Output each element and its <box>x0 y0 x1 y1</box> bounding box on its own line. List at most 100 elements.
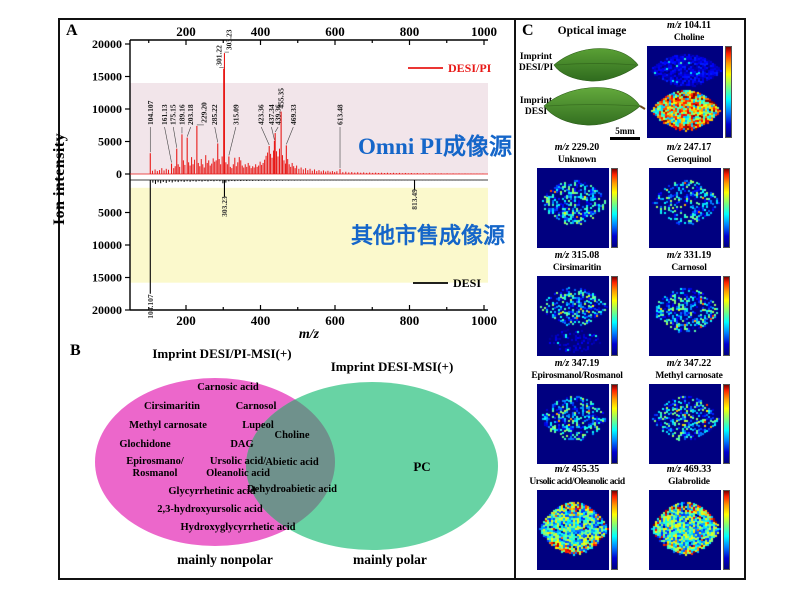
colorbar <box>722 276 730 356</box>
venn-diagram: Carnosic acid Cirsimaritin Carnosol Methyl … <box>95 378 498 550</box>
ms-image <box>648 490 721 570</box>
venn-item-left: Lupeol <box>242 420 274 431</box>
peak-label-leader <box>214 126 219 143</box>
mz-italic: m/z <box>554 358 570 369</box>
panel-b-label: B <box>70 342 81 359</box>
ms-compound-name: Cirsimaritin <box>552 263 602 273</box>
venn-left-title: Imprint DESI/PI-MSI(+) <box>152 346 292 361</box>
venn-overlap <box>246 382 335 546</box>
ms-cell: m/z 247.17 Geroquinol <box>634 142 744 248</box>
peak-label: 439.36 <box>274 104 283 125</box>
venn-item-left: Epirosmano/ <box>126 456 185 467</box>
peak-label-leader <box>260 126 270 146</box>
x-tick-label: 200 <box>176 313 196 328</box>
venn-item-left: Hydroxyglycyrrhetic acid <box>181 522 296 533</box>
x-tick-label: 600 <box>325 313 345 328</box>
y-tick-label: 5000 <box>98 206 122 220</box>
peak-label: 613.48 <box>336 104 345 125</box>
colorbar <box>722 490 730 570</box>
venn-item-left: 2,3-hydroxyursolic acid <box>157 504 263 515</box>
venn-item-left: Methyl carnosate <box>129 420 207 431</box>
optical-leaf-desi <box>543 87 646 126</box>
x-tick-label: 800 <box>400 313 420 328</box>
mz-italic: m/z <box>554 464 570 475</box>
scale-bar-label: 5mm <box>615 126 635 136</box>
band-desi <box>130 187 488 283</box>
scale-bar <box>610 137 640 140</box>
ms-compound-name: Choline <box>673 33 705 43</box>
venn-item-left: DAG <box>230 439 253 450</box>
ms-mz-title: m/z 347.22 <box>666 358 712 369</box>
ms-compound-name: Carnosol <box>671 263 707 273</box>
colorbar <box>610 384 618 464</box>
panel-a-plot: 200 200 400 400 600 600 800 800 1000 1000 20000 150… <box>92 24 512 342</box>
ms-mz-title: m/z 315.08 <box>554 250 600 261</box>
venn-right-title: Imprint DESI-MSI(+) <box>330 359 454 374</box>
y-tick-label: 20000 <box>92 37 122 51</box>
ms-cell: m/z 455.35 Ursolic acid/Oleanolic acid <box>522 464 632 570</box>
y-tick-label: 5000 <box>98 135 122 149</box>
ms-compound-name: Geroquinol <box>666 155 712 165</box>
panel-c: C Optical image Imprint DESI/PI Imprint DE… <box>516 20 744 578</box>
peak-label: 423.36 <box>257 104 266 125</box>
ms-cell: m/z 469.33 Glabrolide <box>634 464 744 570</box>
peak-label-leader <box>271 126 275 140</box>
y-tick-label: 10000 <box>92 102 122 116</box>
x-tick-label: 1000 <box>471 24 497 39</box>
mz-italic: m/z <box>554 250 570 261</box>
x-tick-label: 1000 <box>471 313 497 328</box>
panel-divider <box>514 20 516 578</box>
ms-cell-choline: m/z 104.11 Choline <box>634 20 744 138</box>
peak-label: 285.22 <box>210 104 219 125</box>
ms-image <box>648 384 721 464</box>
legend-desi: DESI <box>453 276 481 290</box>
ms-image <box>646 46 723 138</box>
peak-label: 437.34 <box>267 104 276 125</box>
venn-item-left: Glycyrrhetinic acid <box>168 486 255 497</box>
peak-label-leader <box>228 126 237 156</box>
peak-label: 455.35 <box>277 88 286 109</box>
mz-italic: m/z <box>666 464 682 475</box>
x-tick-label: 800 <box>400 24 420 39</box>
mz-italic: m/z <box>554 142 570 153</box>
peak-label-leader <box>186 126 191 137</box>
ms-image <box>648 168 721 248</box>
venn-item-overlap: Dehydroabietic acid <box>247 484 337 495</box>
x-tick-label: 400 <box>251 24 271 39</box>
x-tick-label: 600 <box>325 24 345 39</box>
peak-label-leader <box>172 126 178 148</box>
ms-compound-name: Epirosmanol/Rosmanol <box>531 371 623 381</box>
y-tick-label: 15000 <box>92 271 122 285</box>
peak-label: 175.15 <box>169 104 178 125</box>
panel-b: B Carnosic acid Cirsimaritin Carnosol Methy… <box>60 338 514 578</box>
mz-italic: m/z <box>666 142 682 153</box>
colorbar <box>610 276 618 356</box>
ms-mz-title: m/z 247.17 <box>666 142 712 153</box>
ms-cell: m/z 347.22 Methyl carnosate <box>634 358 744 464</box>
venn-left-caption: mainly nonpolar <box>177 552 273 567</box>
mz-italic: m/z <box>667 20 682 31</box>
colorbar <box>722 384 730 464</box>
ms-mz-title: m/z 455.35 <box>554 464 600 475</box>
annotation-other-source: 其他市售成像源 <box>351 223 505 248</box>
venn-item-overlap: Abietic acid <box>265 457 319 468</box>
venn-item-left: Carnosic acid <box>197 382 259 393</box>
x-tick-label: 400 <box>251 313 271 328</box>
venn-item-right: PC <box>413 459 430 474</box>
venn-item-overlap: Choline <box>274 430 309 441</box>
ms-compound-name: Methyl carnosate <box>655 371 723 381</box>
venn-item-left: Rosmanol <box>133 468 178 479</box>
peak-label-leader <box>286 126 294 145</box>
colorbar <box>610 168 618 248</box>
mz-italic: m/z <box>666 358 682 369</box>
peak-label: 301.22 <box>215 45 224 66</box>
ms-mz-title: m/z 104.11 <box>667 20 711 31</box>
x-tick-label: 200 <box>176 24 196 39</box>
panel-a-xlabel: m/z <box>299 327 320 342</box>
optical-image-title: Optical image <box>557 25 627 37</box>
venn-item-left: Glochidone <box>119 439 171 450</box>
y-tick-label: 20000 <box>92 303 122 317</box>
peak-label: 203.18 <box>186 104 195 125</box>
ms-cell: m/z 229.20 Unknown <box>522 142 632 248</box>
